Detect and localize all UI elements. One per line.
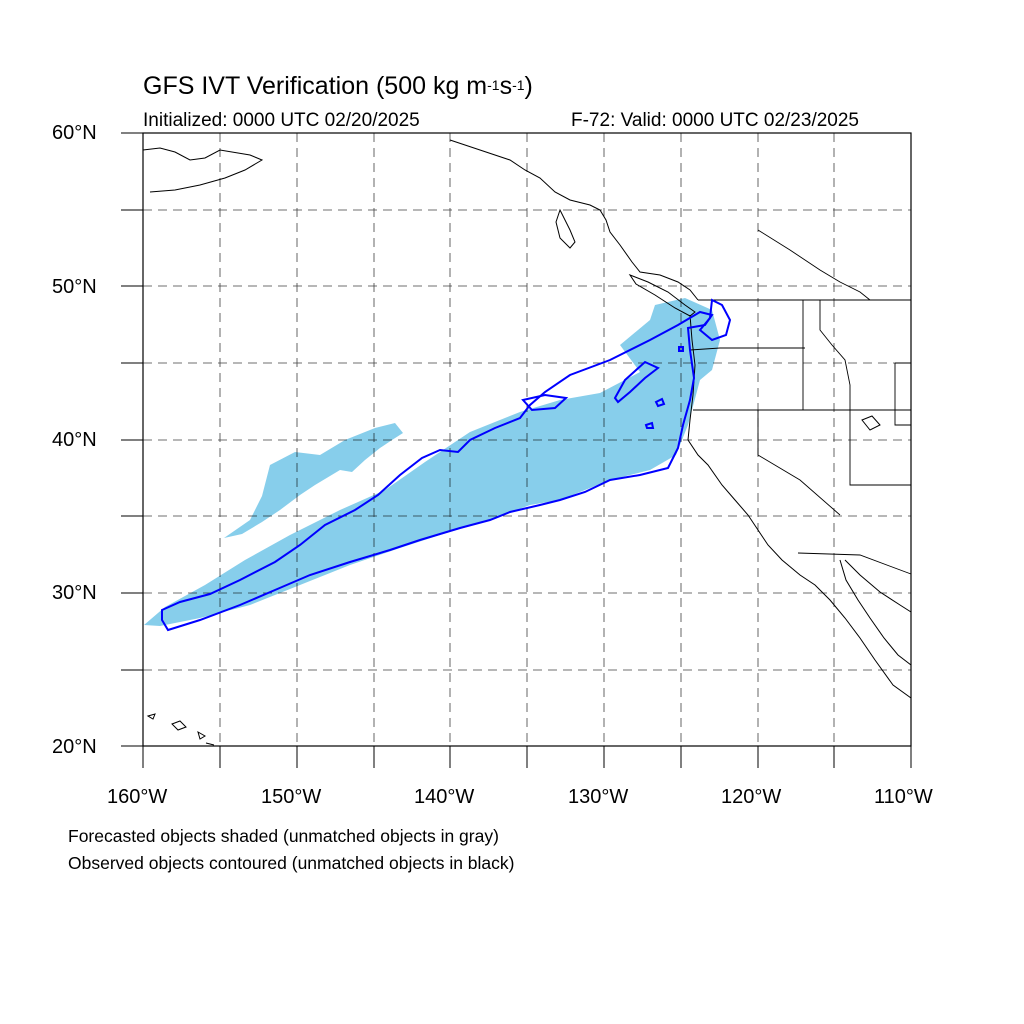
lon-label-110w: 110°W	[874, 786, 933, 808]
forecast-object-main	[144, 298, 720, 626]
observed-object-dot-2	[644, 421, 655, 429]
lon-label-150w: 150°W	[261, 786, 322, 808]
political-borders	[689, 229, 912, 575]
lon-label-140w: 140°W	[414, 786, 475, 808]
us-west-coast	[687, 314, 912, 699]
observed-object-small	[521, 393, 569, 412]
alaska-panhandle-islands	[555, 208, 576, 249]
hawaii-big-island	[171, 720, 187, 731]
graticule	[143, 133, 911, 746]
observed-legend-note: Observed objects contoured (unmatched ob…	[68, 853, 515, 873]
baja-inner-coast	[839, 559, 912, 666]
axis-ticks	[121, 132, 912, 768]
observed-object-coast	[698, 298, 732, 342]
observed-object-dot-3	[678, 346, 684, 352]
map-title: GFS IVT Verification (500 kg m-1s-1)	[143, 72, 533, 100]
lon-label-120w: 120°W	[721, 786, 782, 808]
observed-object-main	[161, 310, 714, 632]
lat-label-20: 20°N	[52, 736, 97, 758]
great-lakes-sketch	[861, 415, 881, 431]
lat-label-60: 60°N	[52, 122, 97, 144]
hawaii-islands	[146, 713, 215, 746]
mainland-mexico-coast	[844, 559, 912, 613]
vancouver-island	[628, 273, 696, 317]
forecast-object-north	[224, 423, 403, 538]
observed-objects	[161, 298, 732, 632]
observed-object-west	[613, 360, 660, 404]
lat-label-30: 30°N	[52, 582, 97, 604]
observed-object-dot-1	[654, 397, 666, 408]
initialized-time: Initialized: 0000 UTC 02/20/2025	[143, 110, 420, 131]
lat-label-40: 40°N	[52, 429, 97, 451]
valid-time: F-72: Valid: 0000 UTC 02/23/2025	[571, 110, 859, 131]
lon-label-130w: 130°W	[568, 786, 629, 808]
coastlines	[142, 139, 912, 746]
alaska-panhandle-coast	[449, 139, 699, 301]
lon-label-160w: 160°W	[107, 786, 168, 808]
forecast-legend-note: Forecasted objects shaded (unmatched obj…	[68, 826, 499, 846]
forecast-objects	[144, 298, 720, 626]
lat-label-50: 50°N	[52, 276, 97, 298]
alaska-coast	[142, 147, 264, 193]
